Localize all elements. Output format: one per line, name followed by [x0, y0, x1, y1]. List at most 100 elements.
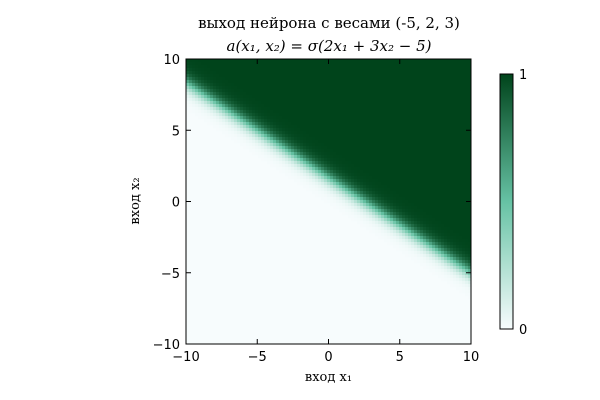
heatmap-cell: [204, 59, 208, 63]
heatmap-cell: [450, 128, 454, 132]
heatmap-cell: [237, 62, 241, 66]
heatmap-cell: [339, 170, 343, 174]
heatmap-cell: [420, 62, 424, 66]
heatmap-cell: [255, 83, 259, 87]
heatmap-cell: [360, 212, 364, 216]
heatmap-cell: [201, 113, 205, 117]
heatmap-cell: [342, 149, 346, 153]
heatmap-cell: [435, 140, 439, 144]
heatmap-cell: [315, 80, 319, 84]
heatmap-cell: [375, 194, 379, 198]
heatmap-cell: [423, 110, 427, 114]
heatmap-cell: [441, 137, 445, 141]
heatmap-cell: [432, 122, 436, 126]
heatmap-cell: [441, 134, 445, 138]
heatmap-cell: [408, 104, 412, 108]
heatmap-cell: [456, 233, 460, 237]
heatmap-cell: [447, 152, 451, 156]
heatmap-cell: [270, 110, 274, 114]
heatmap-cell: [405, 206, 409, 210]
heatmap-cell: [417, 239, 421, 243]
heatmap-cell: [444, 203, 448, 207]
heatmap-cell: [237, 131, 241, 135]
heatmap-cell: [333, 65, 337, 69]
heatmap-cell: [408, 176, 412, 180]
heatmap-cell: [387, 188, 391, 192]
heatmap-cell: [315, 119, 319, 123]
heatmap-cell: [255, 62, 259, 66]
heatmap-cell: [441, 89, 445, 93]
heatmap-cell: [216, 116, 220, 120]
heatmap-cell: [207, 104, 211, 108]
heatmap-cell: [327, 134, 331, 138]
heatmap-cell: [462, 119, 466, 123]
heatmap-cell: [357, 89, 361, 93]
heatmap-cell: [468, 293, 472, 297]
heatmap-cell: [333, 197, 337, 201]
heatmap-cell: [420, 101, 424, 105]
heatmap-cell: [189, 65, 193, 69]
heatmap-cell: [204, 104, 208, 108]
heatmap-cell: [366, 125, 370, 129]
heatmap-cell: [411, 59, 415, 63]
heatmap-cell: [420, 185, 424, 189]
heatmap-cell: [432, 149, 436, 153]
heatmap-cell: [285, 65, 289, 69]
heatmap-cell: [378, 116, 382, 120]
heatmap-cell: [252, 131, 256, 135]
heatmap-cell: [468, 272, 472, 276]
heatmap-cell: [213, 122, 217, 126]
heatmap-cell: [336, 140, 340, 144]
heatmap-cell: [462, 185, 466, 189]
heatmap-cell: [231, 89, 235, 93]
heatmap-cell: [363, 131, 367, 135]
heatmap-cell: [219, 125, 223, 129]
heatmap-cell: [390, 59, 394, 63]
heatmap-cell: [468, 179, 472, 183]
heatmap-cell: [249, 140, 253, 144]
heatmap-cell: [429, 194, 433, 198]
heatmap-cell: [354, 146, 358, 150]
heatmap-cell: [393, 206, 397, 210]
heatmap-cell: [306, 107, 310, 111]
heatmap-cell: [438, 266, 442, 270]
heatmap-cell: [432, 266, 436, 270]
heatmap-cell: [465, 152, 469, 156]
heatmap-cell: [447, 146, 451, 150]
heatmap-cell: [288, 146, 292, 150]
heatmap-cell: [447, 239, 451, 243]
heatmap-cell: [291, 125, 295, 129]
heatmap-cell: [396, 137, 400, 141]
heatmap-cell: [372, 110, 376, 114]
heatmap-cell: [441, 242, 445, 246]
heatmap-cell: [237, 74, 241, 78]
heatmap-cell: [441, 272, 445, 276]
heatmap-cell: [417, 104, 421, 108]
heatmap-cell: [366, 152, 370, 156]
heatmap-cell: [324, 161, 328, 165]
heatmap-cell: [357, 143, 361, 147]
heatmap-cell: [285, 149, 289, 153]
heatmap-cell: [402, 239, 406, 243]
heatmap-cell: [240, 74, 244, 78]
heatmap-cell: [414, 137, 418, 141]
heatmap-cell: [450, 65, 454, 69]
heatmap-cell: [447, 182, 451, 186]
heatmap-cell: [432, 206, 436, 210]
heatmap-cell: [252, 137, 256, 141]
heatmap-cell: [342, 185, 346, 189]
heatmap-cell: [255, 134, 259, 138]
heatmap-cell: [462, 83, 466, 87]
heatmap-cell: [231, 104, 235, 108]
heatmap-cell: [267, 95, 271, 99]
heatmap-cell: [387, 212, 391, 216]
heatmap-cell: [399, 167, 403, 171]
heatmap-cell: [303, 125, 307, 129]
heatmap-cell: [408, 188, 412, 192]
heatmap-cell: [462, 128, 466, 132]
heatmap-cell: [393, 68, 397, 72]
heatmap-cell: [423, 134, 427, 138]
heatmap-cell: [333, 125, 337, 129]
heatmap-cell: [441, 140, 445, 144]
heatmap-cell: [468, 62, 472, 66]
